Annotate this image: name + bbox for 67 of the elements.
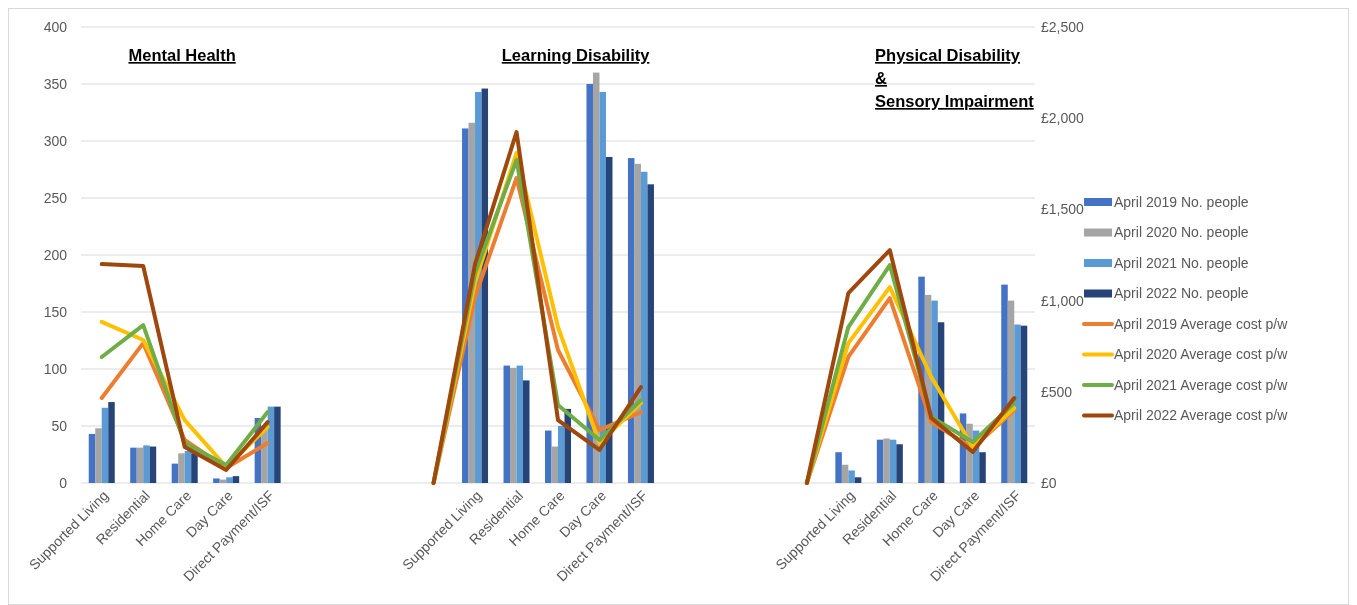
y2-tick-label: £500 <box>1041 383 1073 400</box>
bar <box>130 447 137 483</box>
y2-tick-label: £2,000 <box>1041 110 1085 127</box>
bar <box>896 444 903 483</box>
bar <box>545 430 552 483</box>
y-tick-label: 400 <box>43 18 68 35</box>
y-tick-label: 350 <box>43 75 68 92</box>
annotation: Physical Disability & Sensory Impairment <box>875 46 1035 110</box>
bar <box>841 464 849 483</box>
y-tick-label: 0 <box>59 474 68 491</box>
bar <box>184 451 192 483</box>
legend-label: April 2021 No. people <box>1114 254 1249 271</box>
legend-label: April 2019 Average cost p/w <box>1114 315 1289 332</box>
y-tick-label: 150 <box>43 303 68 320</box>
bar <box>171 463 179 483</box>
bar <box>1020 325 1028 483</box>
bar <box>213 478 220 483</box>
bar <box>634 163 641 483</box>
legend-label: April 2022 Average cost p/w <box>1114 407 1289 424</box>
y-tick-label: 250 <box>43 189 68 206</box>
legend-label: April 2022 No. people <box>1114 285 1249 302</box>
bar <box>558 426 565 483</box>
bar <box>1001 284 1008 483</box>
bar <box>178 453 185 483</box>
bar <box>640 171 648 483</box>
annotation: Learning Disability <box>501 46 651 64</box>
bar <box>883 438 890 483</box>
bar <box>586 84 593 483</box>
legend-label: April 2019 No. people <box>1114 193 1249 210</box>
bar <box>599 91 606 483</box>
bar <box>101 407 109 483</box>
bar <box>226 477 233 483</box>
legend-label: April 2020 Average cost p/w <box>1114 346 1289 363</box>
bar <box>191 453 198 483</box>
bar <box>136 447 144 483</box>
bar <box>88 433 96 483</box>
bar <box>143 445 150 483</box>
legend-label: April 2021 Average cost p/w <box>1114 376 1289 393</box>
y2-tick-label: £1,500 <box>1041 201 1085 218</box>
y-tick-label: 200 <box>43 246 68 263</box>
bar <box>848 470 855 483</box>
bar <box>1014 324 1021 483</box>
bar <box>274 406 281 483</box>
legend-label: April 2020 No. people <box>1114 224 1249 241</box>
y2-tick-label: £2,500 <box>1041 18 1085 35</box>
y-tick-label: 50 <box>51 417 68 434</box>
bar <box>835 452 842 483</box>
y-tick-label: 100 <box>43 360 68 377</box>
bar <box>232 476 240 483</box>
bar <box>95 428 102 483</box>
bar <box>979 452 986 483</box>
y2-tick-label: £0 <box>1041 474 1057 491</box>
bar <box>854 477 862 483</box>
bar <box>551 446 558 483</box>
bar <box>647 184 654 483</box>
bar <box>889 439 897 483</box>
bar <box>876 439 884 483</box>
bar <box>503 365 511 483</box>
bar <box>510 367 517 483</box>
bar <box>931 300 938 483</box>
bar <box>516 365 524 483</box>
bar <box>149 446 157 483</box>
bar <box>108 402 115 483</box>
y-tick-label: 300 <box>43 132 68 149</box>
annotation: Mental Health <box>128 46 236 64</box>
y2-tick-label: £1,000 <box>1041 292 1085 309</box>
bar <box>523 380 530 483</box>
